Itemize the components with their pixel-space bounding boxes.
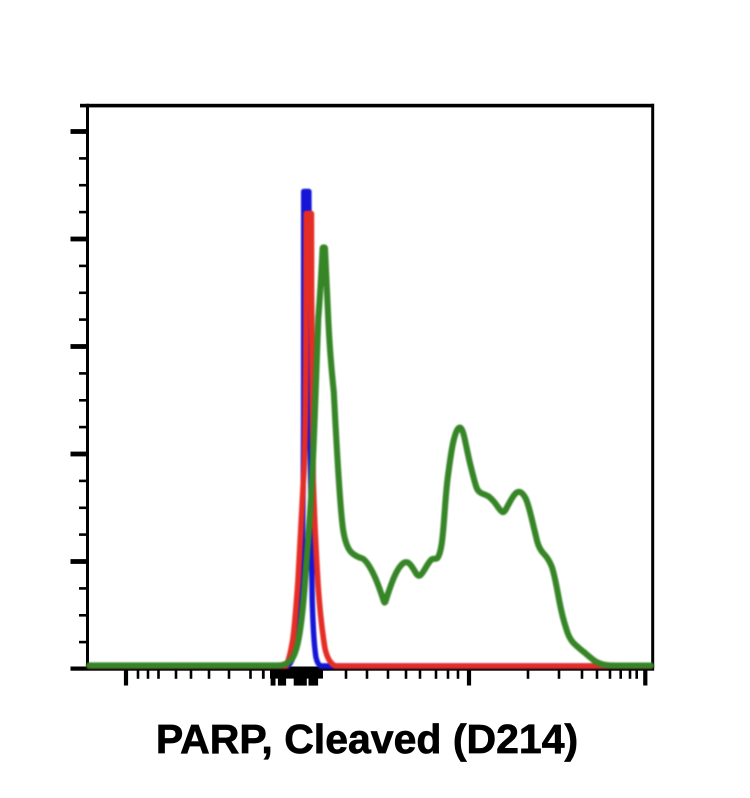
svg-text:PARP, Cleaved (D214): PARP, Cleaved (D214) <box>156 716 578 762</box>
